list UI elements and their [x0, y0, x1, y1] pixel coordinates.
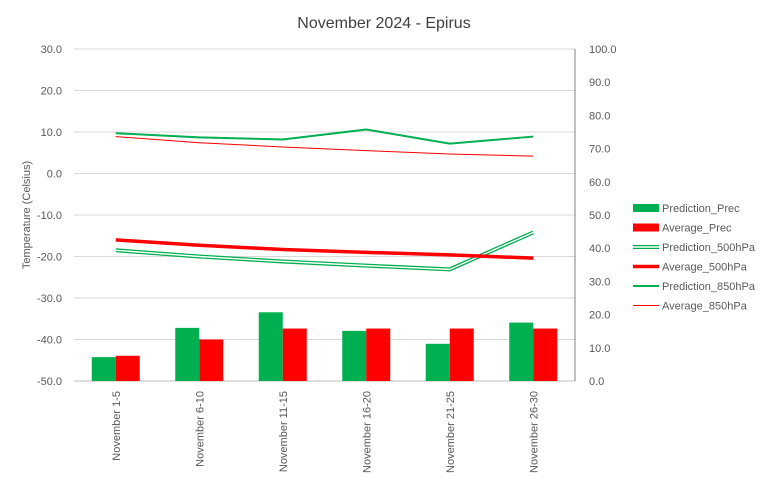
chart-title: November 2024 - Epirus — [297, 15, 470, 32]
y2-tick-label: 20.0 — [589, 310, 610, 322]
bar-prediction-prec — [509, 322, 534, 381]
y-tick-label: -20.0 — [37, 252, 62, 264]
y-tick-label: -40.0 — [37, 335, 62, 347]
y2-tick-label: 90.0 — [589, 77, 610, 89]
bar-average-prec — [366, 328, 391, 381]
x-tick-label: November 6-10 — [194, 391, 206, 467]
y-tick-label: -30.0 — [37, 293, 62, 305]
bar-average-prec — [533, 328, 558, 381]
bar-prediction-prec — [258, 312, 283, 381]
x-tick-label: November 1-5 — [111, 391, 123, 461]
bar-average-prec — [282, 328, 307, 381]
y2-tick-label: 0.0 — [589, 376, 604, 388]
y2-tick-label: 100.0 — [589, 44, 617, 56]
y2-tick-label: 70.0 — [589, 144, 610, 156]
bar-prediction-prec — [175, 327, 200, 381]
line-series — [115, 128, 535, 272]
bar-prediction-prec — [342, 330, 367, 381]
y2-tick-label: 30.0 — [589, 276, 610, 288]
legend-prediction-500hpa-label: Prediction_500hPa — [662, 242, 756, 254]
line-prediction-500hpa-inner — [115, 231, 534, 271]
legend-average-850hpa-label: Average_850hPa — [662, 301, 748, 313]
legend-average-500hpa-label: Average_500hPa — [662, 262, 748, 274]
legend: Prediction_Prec Average_Prec Prediction_50… — [633, 203, 756, 313]
line-average-500hpa — [115, 238, 534, 260]
y-tick-label: 0.0 — [47, 169, 62, 181]
y2-tick-label: 80.0 — [589, 110, 610, 122]
x-tick-label: November 26-30 — [528, 391, 540, 473]
tick-labels: -50.0 -40.0 -30.0 -20.0 -10.0 0.0 10.0 20.0 30.0… — [37, 44, 617, 473]
y2-tick-label: 60.0 — [589, 177, 610, 189]
legend-prediction-prec-label: Prediction_Prec — [662, 203, 740, 215]
bar-series — [91, 312, 558, 381]
y-tick-label: 30.0 — [41, 44, 62, 56]
legend-average-prec-label: Average_Prec — [662, 223, 732, 235]
bar-average-prec — [115, 355, 140, 381]
x-tick-label: November 21-25 — [445, 391, 457, 473]
legend-prediction-prec-swatch — [633, 204, 659, 212]
y2-tick-label: 50.0 — [589, 210, 610, 222]
bar-prediction-prec — [91, 357, 116, 381]
axes — [74, 49, 576, 382]
y-tick-label: -10.0 — [37, 210, 62, 222]
bar-average-prec — [449, 328, 474, 381]
legend-average-prec-swatch — [633, 223, 659, 232]
bar-prediction-prec — [425, 343, 450, 381]
line-prediction-850hpa — [115, 128, 534, 145]
line-average-850hpa — [115, 136, 534, 157]
bar-average-prec — [199, 339, 224, 381]
y-tick-label: 20.0 — [41, 86, 62, 98]
gridlines — [74, 48, 575, 340]
y2-tick-label: 40.0 — [589, 243, 610, 255]
x-tick-label: November 16-20 — [361, 391, 373, 473]
y2-tick-label: 10.0 — [589, 343, 610, 355]
y-tick-label: 10.0 — [41, 127, 62, 139]
x-tick-label: November 11-15 — [278, 391, 290, 472]
y-axis-title: Temperature (Celsius) — [21, 161, 33, 269]
y-tick-label: -50.0 — [37, 376, 62, 388]
legend-prediction-850hpa-label: Prediction_850hPa — [662, 281, 756, 293]
